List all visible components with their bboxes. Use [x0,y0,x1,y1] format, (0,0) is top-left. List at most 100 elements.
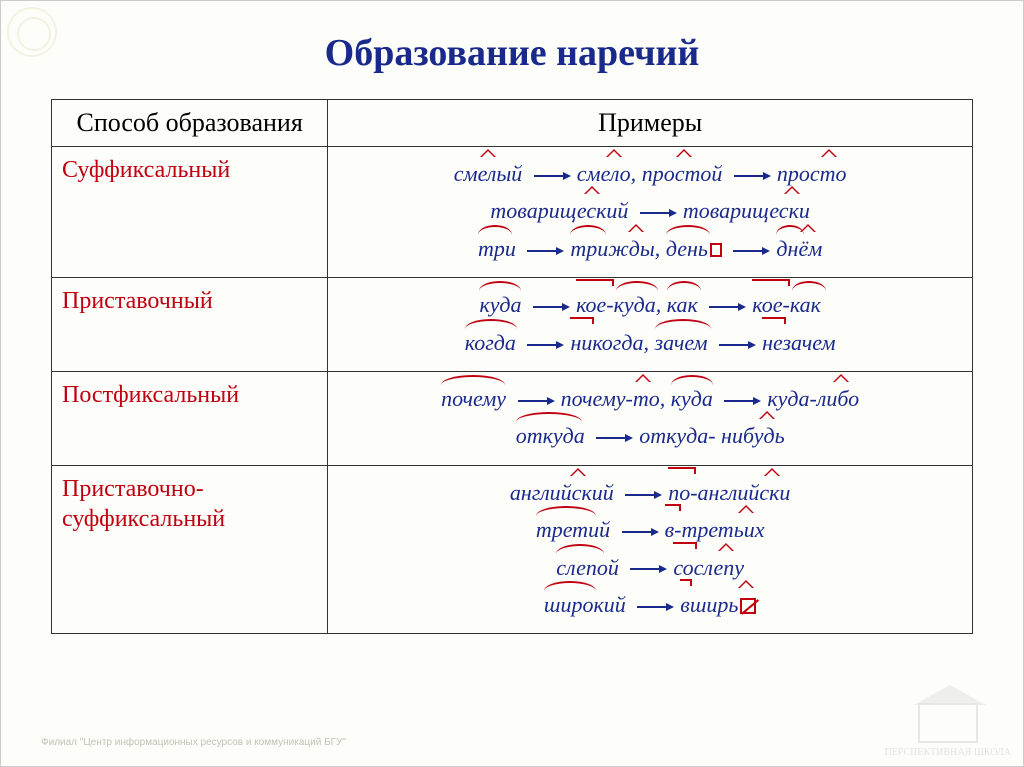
method-label: Приставочный [62,286,317,316]
example-word: три [478,230,516,267]
examples-cell: смелый смело, простой просто товарищески… [338,155,962,267]
example-word: смелый [454,155,523,192]
example-word: куда-либо [767,380,859,417]
arrow-icon [625,474,662,511]
slide: Образование наречий Способ образования П… [1,1,1023,766]
arrow-icon [534,155,571,192]
morpheme-mark [738,580,754,588]
example-line: куда кое-куда, как кое-как [338,286,962,323]
example-line: почему почему-то, куда куда-либо [338,380,962,417]
morpheme-mark [516,412,582,422]
morpheme-mark [759,411,775,419]
morpheme-mark [570,317,594,324]
table-row: Приставочный куда кое-куда, как кое-как к… [52,278,973,372]
morpheme-mark [738,505,754,513]
table-row: Постфиксальный почему почему-то, куда куд… [52,371,973,465]
header-examples: Примеры [328,100,973,147]
footer-text: Филиал "Центр информационных ресурсов и … [41,737,346,748]
morpheme-mark [762,317,786,324]
morpheme-mark [821,149,837,157]
example-word: простой [642,155,723,192]
example-word: днём [776,230,822,267]
example-word: третий [536,511,610,548]
example-line: три трижды, день днём [338,230,962,267]
morpheme-mark [570,468,586,476]
example-line: широкий вширь [338,586,962,623]
example-line: английский по-английски [338,474,962,511]
example-word: откуда [516,417,585,454]
table-row: Суффиксальный смелый смело, простой прост… [52,147,973,278]
morpheme-mark [671,375,713,385]
morpheme-mark [833,374,849,382]
morpheme-mark [676,149,692,157]
arrow-icon [622,511,659,548]
example-word: куда [479,286,521,323]
adverb-formation-table: Способ образования Примеры Суффиксальный… [51,99,973,634]
morpheme-mark [752,279,790,286]
example-line: товарищеский товарищески [338,192,962,229]
example-line: откуда откуда- нибудь [338,417,962,454]
morpheme-mark [635,374,651,382]
example-word: почему-то, [561,380,666,417]
morpheme-mark [628,224,644,232]
table-header-row: Способ образования Примеры [52,100,973,147]
morpheme-mark [673,542,697,549]
example-word: незачем [762,324,835,361]
corner-ornament [7,7,57,57]
arrow-icon [719,324,756,361]
example-word: по-английски [668,474,790,511]
example-word: когда [465,324,516,361]
arrow-icon [640,192,677,229]
morpheme-mark [441,375,505,385]
watermark: ПЕРСПЕКТИВНАЯ ШКОЛА [884,703,1011,758]
example-line: третий в-третьих [338,511,962,548]
morpheme-mark [680,579,692,586]
arrow-icon [527,324,564,361]
morpheme-mark [616,281,658,291]
morpheme-mark [584,186,600,194]
arrow-icon [637,586,674,623]
morpheme-mark [792,281,826,291]
examples-cell: куда кое-куда, как кое-как когда никогда… [338,286,962,361]
morpheme-mark [576,279,614,286]
method-label: Постфиксальный [62,380,317,410]
example-line: когда никогда, зачем незачем [338,324,962,361]
table-row: Приставочно-суффиксальный английский по-а… [52,465,973,634]
example-word: откуда- нибудь [639,417,784,454]
slide-title: Образование наречий [51,31,973,75]
example-line: слепой сослепу [338,549,962,586]
arrow-icon [724,380,761,417]
example-line: смелый смело, простой просто [338,155,962,192]
arrow-icon [733,230,770,267]
arrow-icon [533,286,570,323]
morpheme-mark [764,468,780,476]
arrow-icon [734,155,771,192]
example-word: товарищеский [490,192,628,229]
morpheme-mark [479,281,521,291]
morpheme-mark [606,149,622,157]
examples-cell: почему почему-то, куда куда-либо откуда … [338,380,962,455]
example-word: зачем [655,324,708,361]
examples-cell: английский по-английски третий в-третьих… [338,474,962,624]
arrow-icon [630,549,667,586]
null-ending-box [740,598,756,614]
morpheme-mark [668,467,696,474]
morpheme-mark [784,186,800,194]
arrow-icon [596,417,633,454]
header-method: Способ образования [52,100,328,147]
arrow-icon [709,286,746,323]
example-word: как [667,286,698,323]
morpheme-mark [480,149,496,157]
method-label: Приставочно-суффиксальный [62,474,317,534]
example-word: куда [671,380,713,417]
morpheme-mark [800,224,816,232]
method-label: Суффиксальный [62,155,317,185]
ending-box [710,243,722,257]
morpheme-mark [718,543,734,551]
example-word: трижды, [570,230,660,267]
morpheme-mark [667,281,701,291]
morpheme-mark [665,504,681,511]
example-word: вширь [680,586,756,623]
watermark-text: ПЕРСПЕКТИВНАЯ ШКОЛА [884,747,1011,758]
arrow-icon [527,230,564,267]
